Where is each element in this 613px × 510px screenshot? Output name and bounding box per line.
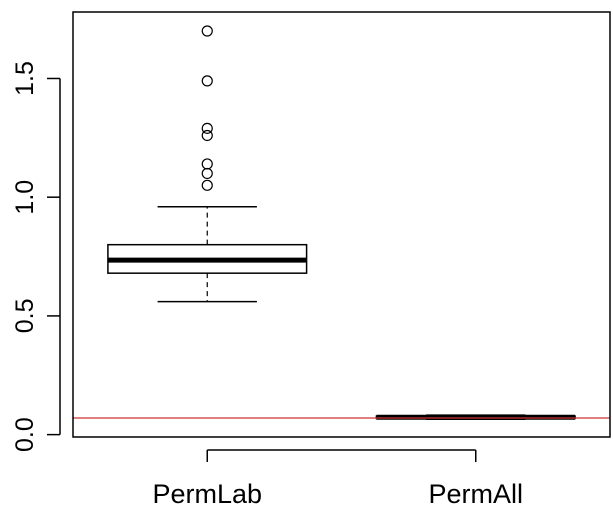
outlier-point xyxy=(201,122,213,134)
y-tick-label: 0.0 xyxy=(11,417,39,452)
outlier-point xyxy=(201,75,213,87)
x-axis: PermLab PermAll xyxy=(152,449,523,509)
y-axis: 0.0 0.5 1.0 1.5 xyxy=(11,61,61,452)
y-tick-label: 1.5 xyxy=(11,61,39,96)
outlier-point xyxy=(201,129,213,142)
outlier-point xyxy=(201,158,213,170)
x-category-label: PermLab xyxy=(152,479,262,509)
plot-frame xyxy=(72,11,611,438)
outlier-point xyxy=(201,25,213,37)
outlier-point xyxy=(201,167,213,180)
outlier-point xyxy=(201,179,213,191)
box-permlab xyxy=(107,25,308,303)
y-tick-label: 1.0 xyxy=(11,180,39,215)
plot-area xyxy=(73,25,610,420)
y-tick-label: 0.5 xyxy=(11,299,39,334)
x-category-label: PermAll xyxy=(428,479,523,509)
